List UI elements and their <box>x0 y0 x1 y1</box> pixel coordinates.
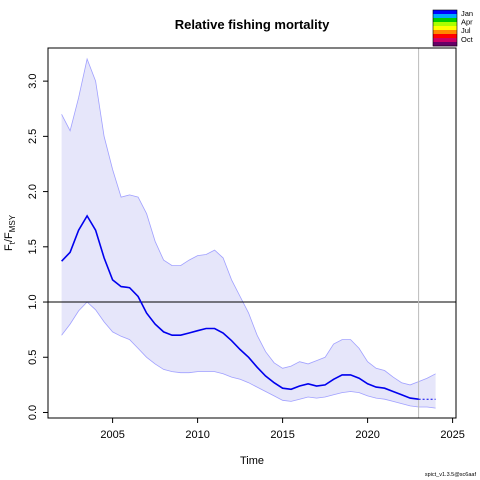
y-axis-label-main: F <box>3 244 15 251</box>
x-tick-label: 2005 <box>100 429 124 441</box>
ci-upper-line <box>61 57 436 386</box>
legend-color-swatch <box>433 30 457 35</box>
y-axis-label-slash: /F <box>3 232 15 242</box>
legend-color-swatch <box>433 14 457 19</box>
legend-month-label: Oct <box>461 35 474 44</box>
legend-month-label: Apr <box>461 18 473 27</box>
x-axis-label: Time <box>240 455 264 467</box>
y-axis-label-sub2: MSY <box>8 214 17 232</box>
y-tick-label: 1.5 <box>27 239 39 254</box>
legend-color-swatch <box>433 34 457 39</box>
x-tick-label: 2010 <box>185 429 209 441</box>
y-tick-label: 0.0 <box>27 405 39 420</box>
legend-color-swatch <box>433 10 457 15</box>
legend-frame <box>432 9 458 47</box>
estimate-line <box>61 214 419 400</box>
y-axis: 0.0 0.5 1.0 1.5 2.0 2.5 3.0 <box>27 73 48 420</box>
legend-month-label: Jul <box>461 26 471 35</box>
y-axis-label: Ft/FMSY <box>3 214 17 251</box>
legend-month-label: Jan <box>461 9 473 18</box>
y-tick-label: 1.0 <box>27 294 39 309</box>
legend-color-swatch <box>433 18 457 23</box>
y-tick-label: 3.0 <box>27 73 39 88</box>
y-tick-label: 0.5 <box>27 350 39 365</box>
x-tick-label: 2015 <box>270 429 294 441</box>
ci-lower-line <box>61 301 436 409</box>
x-tick-label: 2020 <box>355 429 379 441</box>
legend-color-swatch <box>433 42 457 47</box>
legend-color-swatch <box>433 38 457 43</box>
plot-frame <box>47 47 457 419</box>
plot-area <box>48 48 456 418</box>
y-axis-label-sub1: t <box>8 241 17 244</box>
legend-color-swatch <box>433 26 457 31</box>
version-footer: spict_v1.3.5@sc6aaf <box>425 472 477 478</box>
y-tick-label: 2.0 <box>27 184 39 199</box>
y-tick-label: 2.5 <box>27 129 39 144</box>
x-axis: 2005 2010 2015 2020 2025 <box>100 418 465 441</box>
confidence-band <box>61 59 436 409</box>
legend-color-swatch <box>433 22 457 27</box>
x-tick-label: 2025 <box>440 429 464 441</box>
chart-title: Relative fishing mortality <box>175 17 330 32</box>
